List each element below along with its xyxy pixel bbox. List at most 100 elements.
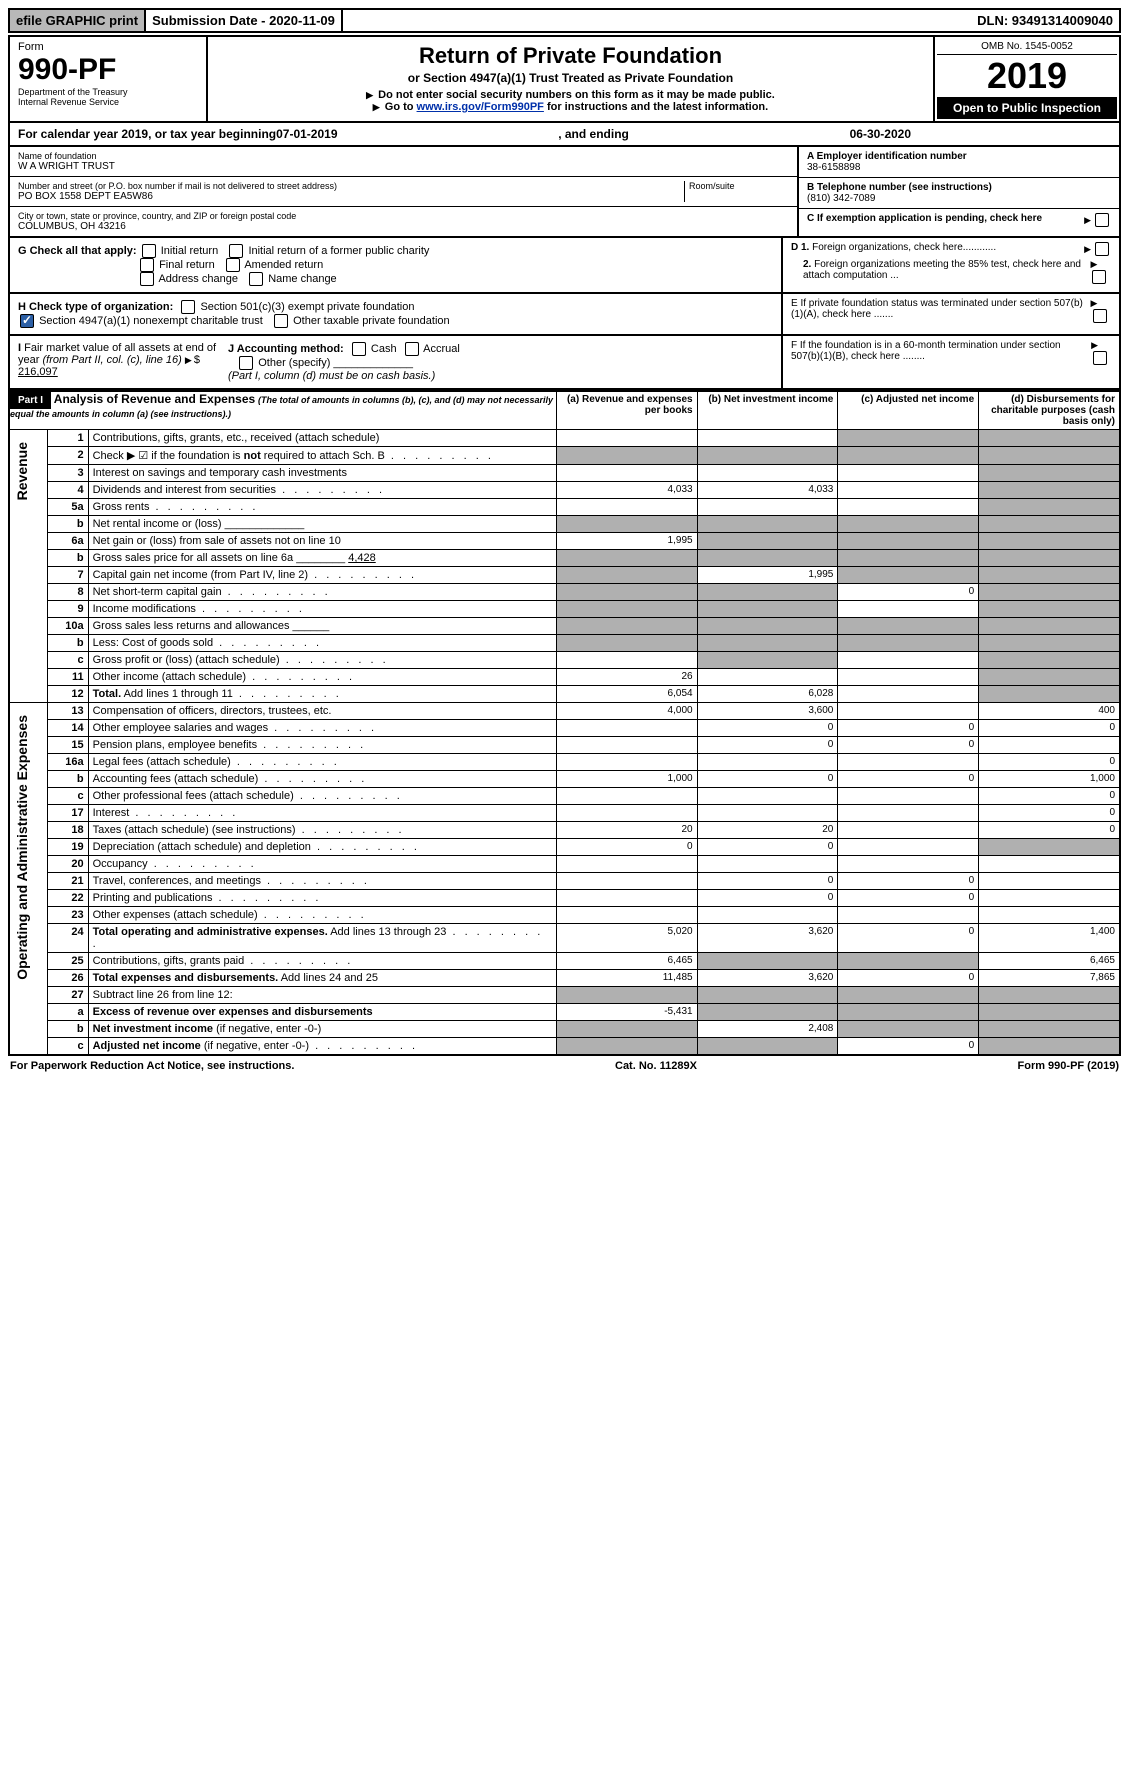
checkbox-4947[interactable] [20, 314, 34, 328]
form-label: Form [18, 41, 198, 53]
table-cell [697, 788, 838, 805]
opt-final: Final return [159, 259, 215, 271]
row-number: 16a [48, 754, 88, 771]
omb-number: OMB No. 1545-0052 [937, 39, 1117, 55]
checkbox-other-tax[interactable] [274, 314, 288, 328]
table-cell: 3,620 [697, 970, 838, 987]
row-description: Net gain or (loss) from sale of assets n… [88, 533, 556, 550]
table-cell: 0 [838, 737, 979, 754]
g-label: G Check all that apply: [18, 245, 137, 257]
table-cell: 7,865 [979, 970, 1120, 987]
cell-shaded [979, 987, 1120, 1004]
table-cell [697, 430, 838, 447]
table-cell: 3,620 [697, 924, 838, 953]
checkbox-cash[interactable] [352, 342, 366, 356]
checkbox-amended[interactable] [226, 258, 240, 272]
f-text: F If the foundation is in a 60-month ter… [791, 340, 1091, 362]
checkbox-c[interactable] [1095, 213, 1109, 227]
irs-link[interactable]: www.irs.gov/Form990PF [417, 101, 544, 113]
table-cell: 4,033 [697, 482, 838, 499]
col-b-header: (b) Net investment income [697, 391, 838, 430]
table-cell: 5,020 [556, 924, 697, 953]
opt-other: Other (specify) [258, 357, 330, 369]
arrow-icon [1091, 298, 1100, 309]
table-row: 7 Capital gain net income (from Part IV,… [9, 567, 1120, 584]
row-description: Other professional fees (attach schedule… [88, 788, 556, 805]
checkbox-final[interactable] [140, 258, 154, 272]
col-c-header: (c) Adjusted net income [838, 391, 979, 430]
city-value: COLUMBUS, OH 43216 [18, 221, 789, 232]
row-description: Contributions, gifts, grants paid [88, 953, 556, 970]
check-section-h: H Check type of organization: Section 50… [8, 294, 1121, 336]
checkbox-initial-former[interactable] [229, 244, 243, 258]
table-cell [556, 873, 697, 890]
row-number: 7 [48, 567, 88, 584]
table-cell: 20 [697, 822, 838, 839]
table-cell: 26 [556, 669, 697, 686]
checkbox-e[interactable] [1093, 309, 1107, 323]
row-description: Compensation of officers, directors, tru… [88, 703, 556, 720]
checkbox-d1[interactable] [1095, 242, 1109, 256]
row-number: 25 [48, 953, 88, 970]
checkbox-d2[interactable] [1092, 270, 1106, 284]
table-cell [979, 856, 1120, 873]
opt-accrual: Accrual [423, 343, 460, 355]
table-cell [838, 703, 979, 720]
row-number: 18 [48, 822, 88, 839]
cell-shaded [979, 652, 1120, 669]
cell-shaded [979, 430, 1120, 447]
row-description: Net investment income (if negative, ente… [88, 1021, 556, 1038]
info-block: Name of foundation W A WRIGHT TRUST Numb… [8, 147, 1121, 238]
revenue-side-label: Revenue [9, 430, 48, 703]
arrow-icon [1090, 259, 1099, 270]
table-cell [556, 499, 697, 516]
col-d-header: (d) Disbursements for charitable purpose… [979, 391, 1120, 430]
table-cell: 1,000 [979, 771, 1120, 788]
table-cell [556, 430, 697, 447]
row-description: Other income (attach schedule) [88, 669, 556, 686]
checkbox-name[interactable] [249, 272, 263, 286]
check-section-ij: I Fair market value of all assets at end… [8, 336, 1121, 390]
table-cell: 0 [697, 873, 838, 890]
table-cell: 0 [979, 788, 1120, 805]
row-number: 8 [48, 584, 88, 601]
table-cell [979, 737, 1120, 754]
efile-print-button[interactable]: efile GRAPHIC print [10, 10, 146, 31]
table-cell: 11,485 [556, 970, 697, 987]
footer-left: For Paperwork Reduction Act Notice, see … [10, 1060, 294, 1072]
row-number: 24 [48, 924, 88, 953]
row-description: Total operating and administrative expen… [88, 924, 556, 953]
cal-end: 06-30-2020 [850, 127, 911, 141]
row-number: 26 [48, 970, 88, 987]
cell-shaded [556, 1038, 697, 1056]
phone-label: B Telephone number (see instructions) [807, 182, 1111, 193]
row-number: 19 [48, 839, 88, 856]
table-cell [838, 805, 979, 822]
row-description: Accounting fees (attach schedule) [88, 771, 556, 788]
table-cell: 0 [697, 771, 838, 788]
table-cell: 0 [697, 737, 838, 754]
checkbox-501c3[interactable] [181, 300, 195, 314]
table-cell: 0 [838, 890, 979, 907]
opt-501c3: Section 501(c)(3) exempt private foundat… [200, 301, 414, 313]
irs-label: Internal Revenue Service [18, 97, 198, 107]
analysis-table: Part I Analysis of Revenue and Expenses … [8, 390, 1121, 1056]
row-number: b [48, 635, 88, 652]
checkbox-initial[interactable] [142, 244, 156, 258]
row-number: 6a [48, 533, 88, 550]
checkbox-address[interactable] [140, 272, 154, 286]
row-description: Legal fees (attach schedule) [88, 754, 556, 771]
checkbox-f[interactable] [1093, 351, 1107, 365]
row-number: 21 [48, 873, 88, 890]
row-description: Less: Cost of goods sold [88, 635, 556, 652]
checkbox-other[interactable] [239, 356, 253, 370]
table-row: Operating and Administrative Expenses 13… [9, 703, 1120, 720]
table-row: 5a Gross rents [9, 499, 1120, 516]
checkbox-accrual[interactable] [405, 342, 419, 356]
table-cell [838, 465, 979, 482]
table-row: b Net investment income (if negative, en… [9, 1021, 1120, 1038]
addr-label: Number and street (or P.O. box number if… [18, 181, 684, 191]
row-description: Other expenses (attach schedule) [88, 907, 556, 924]
cell-shaded [697, 516, 838, 533]
row-number: 11 [48, 669, 88, 686]
